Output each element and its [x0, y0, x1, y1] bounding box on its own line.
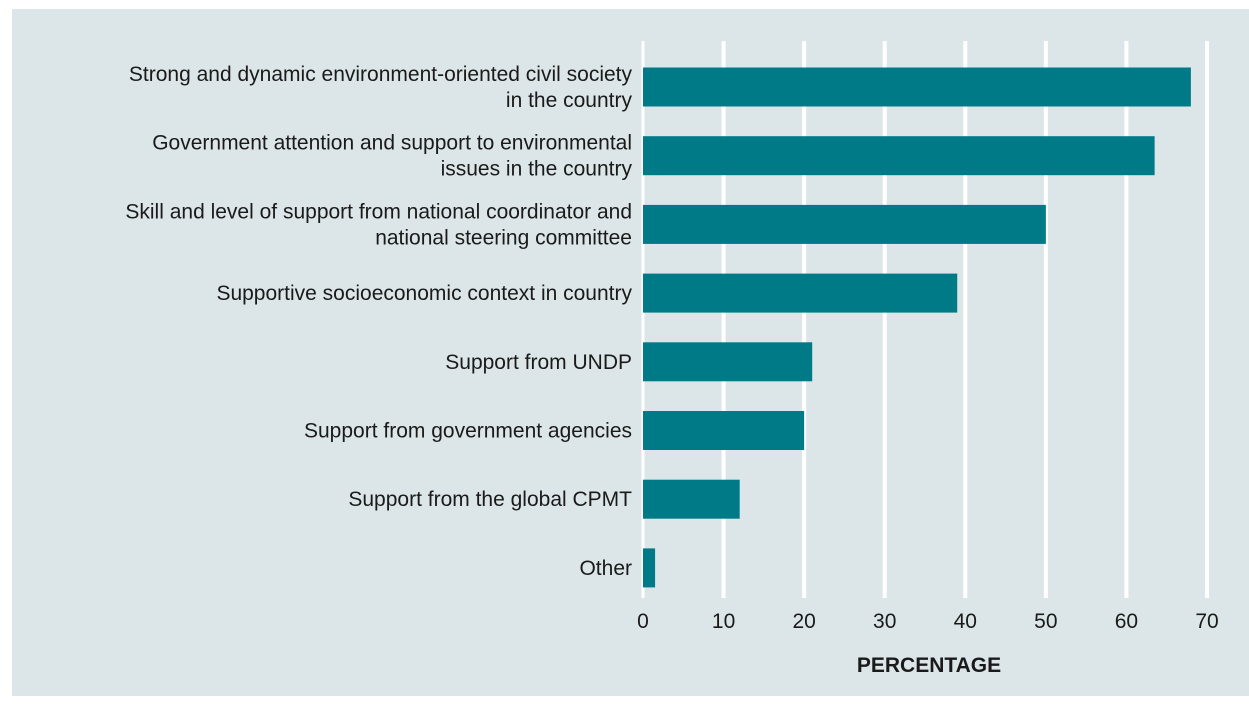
x-axis-title: PERCENTAGE [857, 654, 1001, 677]
x-tick-label: 30 [873, 610, 896, 633]
category-labels: Strong and dynamic environment-oriented … [125, 63, 632, 580]
bar [643, 411, 805, 450]
x-tick-label: 0 [637, 610, 649, 633]
bars [643, 67, 1191, 588]
bar [643, 479, 740, 519]
category-label: Support from UNDP [445, 351, 632, 374]
bar [643, 204, 1046, 244]
bar [643, 342, 813, 382]
category-label: Other [579, 557, 632, 580]
bar [643, 136, 1155, 176]
bar [643, 548, 656, 588]
x-tick-label: 50 [1034, 610, 1057, 633]
chart-panel: Strong and dynamic environment-oriented … [12, 9, 1249, 696]
grid-lines [641, 41, 1209, 598]
category-label: Government attention and support to envi… [152, 132, 632, 181]
category-label: Support from the global CPMT [348, 488, 632, 511]
x-tick-label: 60 [1115, 610, 1138, 633]
x-tick-label: 70 [1195, 610, 1218, 633]
x-tick-label: 20 [792, 610, 815, 633]
bar [643, 67, 1191, 107]
x-axis-ticks: 0 10 20 30 40 50 60 70 [637, 610, 1219, 633]
bar [643, 273, 958, 313]
category-label: Support from government agencies [304, 420, 632, 443]
category-label: Skill and level of support from national… [125, 200, 632, 249]
bar-chart: Strong and dynamic environment-oriented … [125, 41, 1219, 677]
x-tick-label: 40 [954, 610, 977, 633]
x-tick-label: 10 [712, 610, 735, 633]
category-label: Supportive socioeconomic context in coun… [216, 282, 632, 305]
category-label: Strong and dynamic environment-oriented … [129, 63, 633, 112]
